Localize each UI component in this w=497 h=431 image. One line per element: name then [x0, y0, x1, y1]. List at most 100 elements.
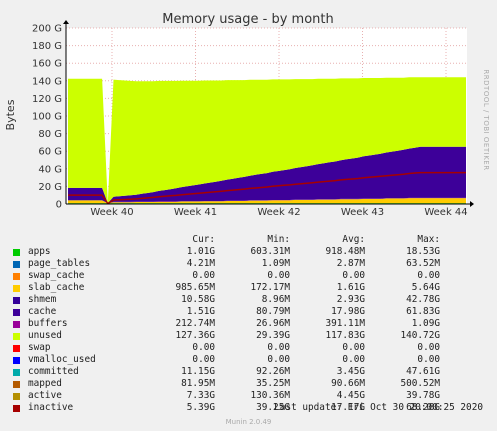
legend-min: 80.79M — [256, 306, 290, 317]
legend-name: slab_cache — [28, 282, 85, 293]
y-tick-label: 120 G — [32, 94, 62, 105]
legend-row-slab-cache: slab_cache 985.65M 172.17M 1.61G 5.64G — [12, 282, 490, 294]
x-tick-label: Week 41 — [174, 207, 217, 218]
legend-name: shmem — [28, 294, 57, 305]
legend-avg: 17.17G — [331, 402, 365, 413]
legend-max: 61.83G — [406, 306, 440, 317]
legend-row-page-tables: page_tables 4.21M 1.09M 2.87M 63.52M — [12, 258, 490, 270]
legend-cur: 81.95M — [181, 378, 215, 389]
y-tick-label: 40 G — [38, 164, 62, 175]
legend-max: 68.28G — [406, 402, 440, 413]
legend-max: 1.09G — [411, 318, 440, 329]
legend-min: 26.96M — [256, 318, 290, 329]
legend-min: 8.96M — [261, 294, 290, 305]
legend-max: 39.78G — [406, 390, 440, 401]
legend-min: 29.39G — [256, 330, 290, 341]
last-update: Last update: Fri Oct 30 20:00:25 2020 — [274, 402, 483, 413]
legend-cur: 5.39G — [186, 402, 215, 413]
legend-swatch — [13, 296, 20, 304]
legend-avg: 0.00 — [342, 342, 365, 353]
legend-cur: 212.74M — [175, 318, 215, 329]
legend-min: 92.26M — [256, 366, 290, 377]
area-cache — [68, 146, 466, 204]
legend-max: 0.00 — [417, 270, 440, 281]
legend-avg: 391.11M — [325, 318, 365, 329]
y-tick-label: 160 G — [32, 59, 62, 70]
legend-min: 39.25G — [256, 402, 290, 413]
legend-avg: 3.45G — [336, 366, 365, 377]
legend-cur: 7.33G — [186, 390, 215, 401]
legend-min: 130.36M — [250, 390, 290, 401]
legend-avg: 2.93G — [336, 294, 365, 305]
y-tick-label: 200 G — [32, 24, 62, 35]
legend-swatch — [13, 392, 20, 400]
legend-row-shmem: shmem 10.58G 8.96M 2.93G 42.78G — [12, 294, 490, 306]
legend-swatch — [13, 404, 20, 412]
legend-avg: 0.00 — [342, 354, 365, 365]
legend-row-apps: apps 1.01G 603.31M 918.48M 18.53G — [12, 246, 490, 258]
y-axis-label: Bytes — [4, 99, 17, 130]
legend-swatch — [13, 380, 20, 388]
legend-name: active — [28, 390, 62, 401]
legend-avg: 17.98G — [331, 306, 365, 317]
legend-avg: 117.83G — [325, 330, 365, 341]
y-tick-label: 140 G — [32, 76, 62, 87]
x-ticks: Week 40 Week 41 Week 42 Week 43 Week 44 — [90, 207, 467, 218]
legend-swatch — [13, 260, 20, 268]
legend-row-unused: unused 127.36G 29.39G 117.83G 140.72G — [12, 330, 490, 342]
legend-cur: 4.21M — [186, 258, 215, 269]
legend-min: 1.09M — [261, 258, 290, 269]
legend-min: 35.25M — [256, 378, 290, 389]
legend-row-inactive: inactive 5.39G 39.25G 17.17G 68.28G — [12, 402, 490, 414]
legend-name: unused — [28, 330, 62, 341]
legend-cur: 1.51G — [186, 306, 215, 317]
legend-row-mapped: mapped 81.95M 35.25M 90.66M 500.52M — [12, 378, 490, 390]
legend-cur: 985.65M — [175, 282, 215, 293]
legend-name: vmalloc_used — [28, 354, 96, 365]
legend-swatch — [13, 248, 20, 256]
legend-avg: 918.48M — [325, 246, 365, 257]
legend-cur: 0.00 — [192, 342, 215, 353]
line-series — [68, 171, 466, 205]
legend-avg: 1.61G — [336, 282, 365, 293]
legend-max: 5.64G — [411, 282, 440, 293]
legend-name: buffers — [28, 318, 68, 329]
x-tick-label: Week 42 — [257, 207, 300, 218]
legend-avg: 2.87M — [336, 258, 365, 269]
legend-name: committed — [28, 366, 79, 377]
rrdtool-credit: RRDTOOL / TOBI OETIKER — [482, 69, 490, 170]
legend-swatch — [13, 272, 20, 280]
legend: Cur: Min: Avg: Max: apps 1.01G 603.31M 918.… — [12, 234, 490, 414]
legend-cur: 1.01G — [186, 246, 215, 257]
legend-name: inactive — [28, 402, 74, 413]
legend-name: mapped — [28, 378, 62, 389]
y-ticks: 0 20 G 40 G 60 G 80 G 100 G 120 G 140 G 160 G 180… — [32, 24, 62, 211]
legend-min: 0.00 — [267, 342, 290, 353]
legend-max: 42.78G — [406, 294, 440, 305]
legend-swatch — [13, 344, 20, 352]
stacked-areas — [68, 77, 466, 204]
legend-avg: 90.66M — [331, 378, 365, 389]
legend-swatch — [13, 356, 20, 364]
y-tick-label: 100 G — [32, 112, 62, 123]
legend-max: 18.53G — [406, 246, 440, 257]
legend-cur: 0.00 — [192, 354, 215, 365]
header-cur: Cur: — [192, 234, 215, 245]
header-min: Min: — [267, 234, 290, 245]
legend-name: swap — [28, 342, 51, 353]
legend-row-cache: cache 1.51G 80.79M 17.98G 61.83G — [12, 306, 490, 318]
legend-swatch — [13, 368, 20, 376]
legend-min: 0.00 — [267, 354, 290, 365]
legend-max: 63.52M — [406, 258, 440, 269]
y-axis-arrow-icon — [63, 20, 69, 24]
area-buffers — [68, 197, 466, 204]
legend-name: apps — [28, 246, 51, 257]
chart-title: Memory usage - by month — [162, 12, 333, 27]
legend-name: cache — [28, 306, 57, 317]
munin-version: Munin 2.0.49 — [225, 418, 272, 426]
header-max: Max: — [417, 234, 440, 245]
header-avg: Avg: — [342, 234, 365, 245]
x-tick-label: Week 43 — [341, 207, 384, 218]
memory-chart: Memory usage - by month Bytes RRDTOOL / … — [4, 12, 490, 218]
legend-cur: 10.58G — [181, 294, 215, 305]
